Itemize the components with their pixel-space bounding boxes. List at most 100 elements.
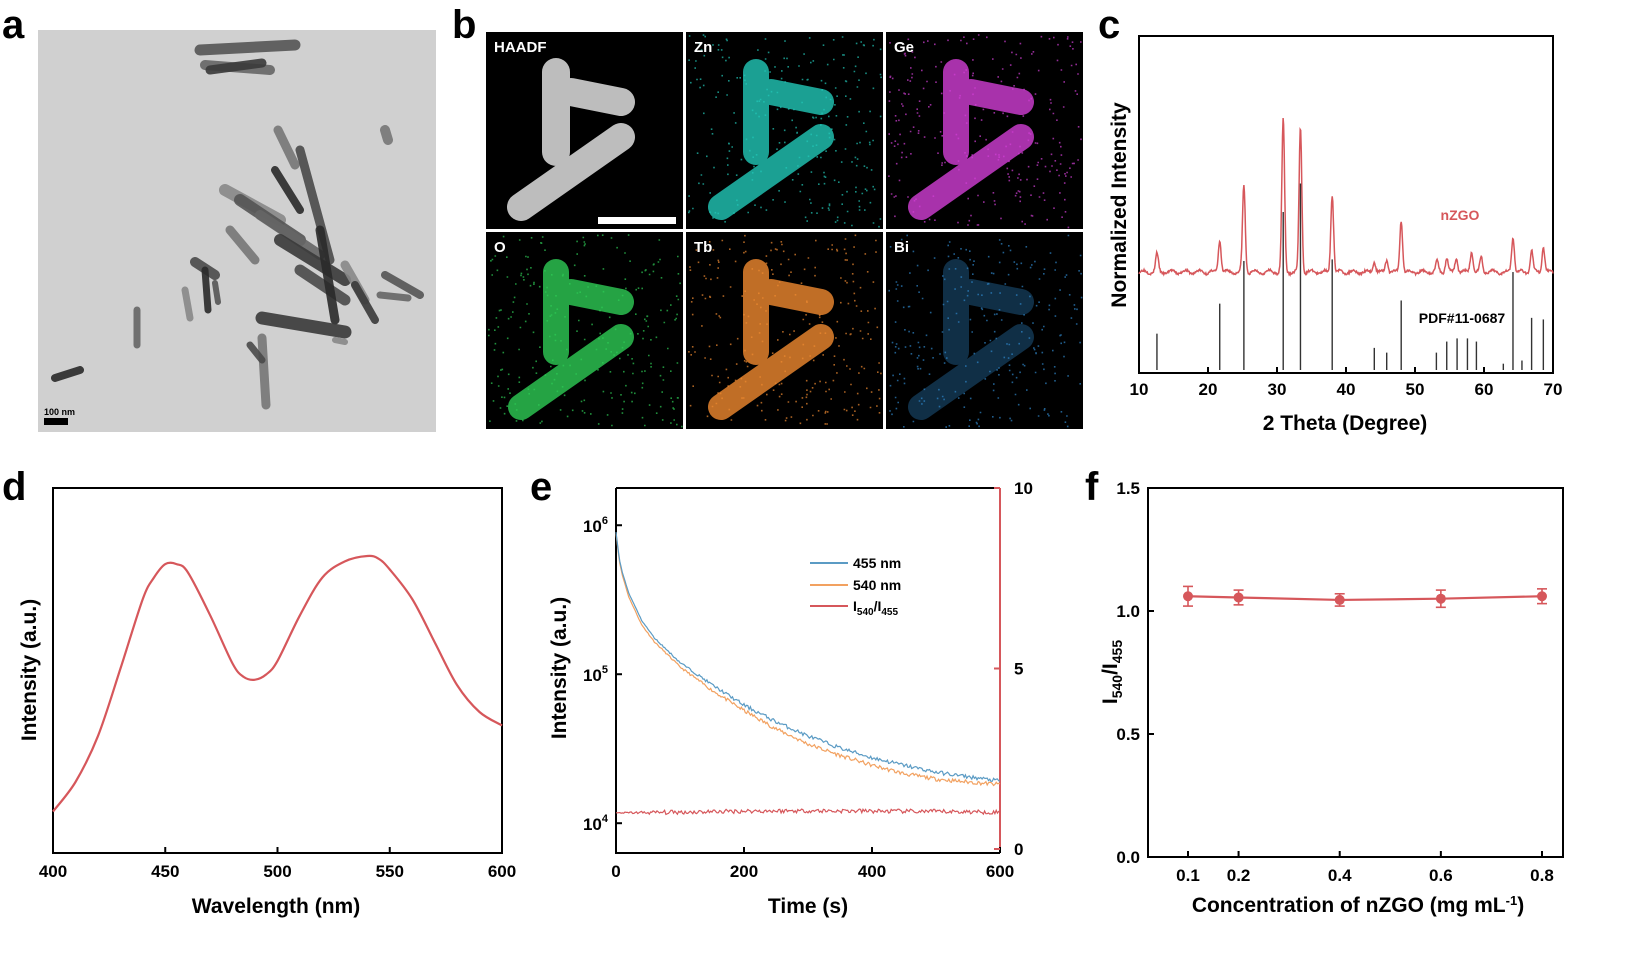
c-nzgo-label: nZGO (1441, 207, 1480, 223)
map-label: Bi (894, 239, 909, 256)
nanorod (332, 337, 348, 345)
x-tick-label: 0.6 (1429, 866, 1453, 885)
x-tick-label: 20 (1199, 380, 1218, 399)
scale-bar-label: 100 nm (44, 407, 75, 417)
plot-frame (1147, 487, 1564, 858)
y2-tick-label: 0 (1014, 840, 1023, 859)
x-tick-label: 450 (151, 862, 179, 881)
data-point (1334, 594, 1345, 605)
nanorod (246, 341, 266, 364)
x-tick-label: 400 (39, 862, 67, 881)
noise-dots (488, 234, 683, 428)
data-point (1537, 591, 1547, 602)
panel-label-a: a (2, 3, 25, 47)
nanorod (201, 266, 212, 314)
series-540nm (615, 533, 1001, 787)
map-label: Ge (894, 39, 914, 56)
f-xlabel: Concentration of nZGO (mg mL-1) (1192, 893, 1524, 917)
nanorod (194, 39, 301, 56)
series-455nm (615, 532, 1001, 783)
map-label: O (494, 239, 506, 256)
eds-map-tb: Tb (686, 232, 883, 429)
nanorod (257, 333, 271, 410)
scale-bar (44, 418, 68, 425)
x-tick-label: 70 (1544, 380, 1563, 399)
panel-label-b: b (452, 3, 476, 47)
x-tick-label: 550 (376, 862, 404, 881)
emission-chart: 400 450 500 550 600 (39, 487, 516, 881)
e-ylabel: Intensity (a.u.) (548, 597, 571, 739)
x-tick-label: 60 (1475, 380, 1494, 399)
x-tick-label: 0 (611, 862, 620, 881)
haadf-rods (507, 58, 635, 221)
left-axes (615, 488, 1000, 854)
x-tick-label: 0.1 (1176, 866, 1200, 885)
f-ylabel: I540/I455 (1099, 640, 1125, 704)
c-xlabel: 2 Theta (Degree) (1263, 412, 1428, 435)
y-tick-label: 106 (583, 515, 608, 536)
nanorod (212, 280, 221, 305)
map-label: Zn (694, 39, 712, 56)
d-ylabel: Intensity (a.u.) (18, 599, 41, 741)
noise-dots (688, 34, 882, 228)
haadf-scale-bar (598, 217, 676, 224)
element-distribution (908, 259, 1034, 420)
tem-image: 100 nm (38, 30, 436, 432)
d-xlabel: Wavelength (nm) (192, 895, 360, 918)
x-tick-label: 600 (488, 862, 516, 881)
eds-map-ge: Ge (886, 32, 1083, 229)
y-tick-label: 1.0 (1116, 602, 1140, 621)
nanorods (51, 39, 424, 410)
nanorod (381, 271, 424, 299)
x-tick-label: 0.2 (1227, 866, 1251, 885)
map-background (886, 232, 1083, 429)
x-tick-label: 400 (858, 862, 886, 881)
nanorod (271, 166, 304, 214)
e-xlabel: Time (s) (768, 895, 848, 918)
series-nzgo (1138, 117, 1554, 278)
ratio-chart: 0.1 0.2 0.4 0.6 0.8 0.0 0.5 1.0 1.5 (1116, 479, 1564, 885)
y2-tick-label: 5 (1014, 660, 1023, 679)
nanorod (376, 291, 412, 302)
nanorod (255, 210, 325, 260)
map-label: Tb (694, 239, 712, 256)
y-tick-label: 0.5 (1116, 725, 1140, 744)
e-legend: 455 nm 540 nm I540/I455 (810, 555, 901, 618)
series-ratio (615, 807, 1001, 816)
c-ylabel: Normalized Intensity (1108, 102, 1131, 308)
y-tick-label: 104 (583, 813, 609, 834)
eds-map-grid: HAADF Zn Ge O Tb Bi (486, 32, 1083, 429)
y2-tick-label: 10 (1014, 479, 1033, 498)
e-legend-540: 540 nm (853, 577, 901, 593)
element-distribution (508, 259, 634, 420)
nanorod (273, 125, 300, 170)
series-emission (52, 554, 503, 813)
xrd-chart: 10 20 30 40 50 60 70 (1130, 35, 1563, 399)
x-tick-label: 40 (1337, 380, 1356, 399)
e-legend-455: 455 nm (853, 555, 901, 571)
panel-label-f: f (1085, 465, 1099, 509)
data-point (1183, 591, 1193, 602)
x-tick-label: 10 (1130, 380, 1149, 399)
data-point (1435, 593, 1446, 604)
nanorod (294, 264, 351, 306)
y-tick-label: 0.0 (1116, 848, 1140, 867)
panel-label-e: e (530, 465, 552, 509)
map-label: HAADF (494, 39, 547, 56)
e-legend-ratio: I540/I455 (853, 598, 898, 618)
nanorod (225, 225, 260, 265)
data-point (1233, 592, 1244, 603)
x-tick-label: 600 (986, 862, 1014, 881)
nanorod (274, 234, 351, 286)
x-tick-label: 500 (263, 862, 291, 881)
decay-chart: 0 200 400 600 104 105 106 0 5 10 (583, 479, 1033, 881)
x-tick-label: 0.4 (1328, 866, 1352, 885)
x-tick-label: 200 (730, 862, 758, 881)
panel-label-d: d (2, 465, 26, 509)
element-distribution (908, 59, 1034, 220)
panel-label-c: c (1098, 3, 1120, 47)
nanorod (181, 286, 194, 322)
y-tick-label: 1.5 (1116, 479, 1140, 498)
nanorod (255, 311, 352, 339)
